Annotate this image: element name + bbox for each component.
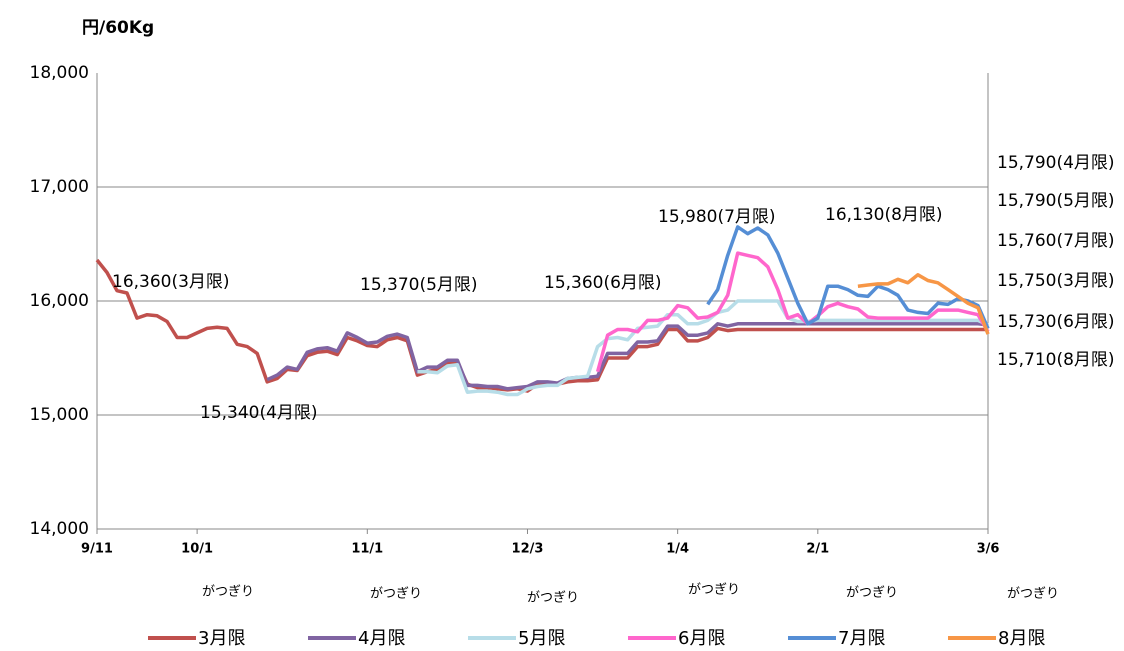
x-tick-label: 2/1 [806, 542, 829, 557]
data-annotation: 16,360(3月限) [112, 272, 230, 292]
y-tick-label: 18,000 [30, 63, 89, 83]
legend-label: 6月限 [678, 628, 725, 649]
x-tick-label: 10/1 [181, 542, 213, 557]
end-label: 15,750(3月限) [997, 271, 1115, 291]
note: がつぎり [1007, 587, 1059, 602]
y-tick-label: 17,000 [30, 177, 89, 197]
data-annotation: 15,980(7月限) [658, 207, 776, 227]
end-label: 15,790(5月限) [997, 191, 1115, 211]
x-tick-label: 9/11 [81, 542, 113, 557]
data-annotation: 15,360(6月限) [544, 273, 662, 293]
end-label: 15,790(4月限) [997, 153, 1115, 173]
x-tick-label: 1/4 [666, 542, 689, 557]
series-line [595, 251, 990, 373]
legend-label: 8月限 [998, 628, 1045, 649]
series-line [857, 273, 990, 335]
note: がつぎり [202, 585, 254, 600]
legend-label: 5月限 [518, 628, 565, 649]
end-label: 15,710(8月限) [997, 350, 1115, 370]
note: がつぎり [527, 591, 579, 606]
series-line [417, 299, 989, 397]
x-tick-label: 3/6 [977, 542, 1000, 557]
series-line [266, 322, 989, 391]
end-label: 15,760(7月限) [997, 231, 1115, 251]
y-tick-label: 16,000 [30, 291, 89, 311]
note: がつぎり [846, 586, 898, 601]
legend-label: 7月限 [838, 628, 885, 649]
data-annotation: 16,130(8月限) [825, 205, 943, 225]
y-axis-label: 円/60Kg [82, 18, 154, 38]
x-tick-label: 11/1 [351, 542, 383, 557]
y-tick-label: 15,000 [30, 405, 89, 425]
data-annotation: 15,340(4月限) [200, 403, 318, 423]
y-tick-label: 14,000 [30, 519, 89, 539]
end-label: 15,730(6月限) [997, 312, 1115, 332]
series-line [706, 225, 990, 330]
data-annotation: 15,370(5月限) [360, 275, 478, 295]
note: がつぎり [370, 587, 422, 602]
legend-label: 3月限 [198, 628, 245, 649]
note: がつぎり [688, 583, 740, 598]
legend-label: 4月限 [358, 628, 405, 649]
x-tick-label: 12/3 [512, 542, 544, 557]
